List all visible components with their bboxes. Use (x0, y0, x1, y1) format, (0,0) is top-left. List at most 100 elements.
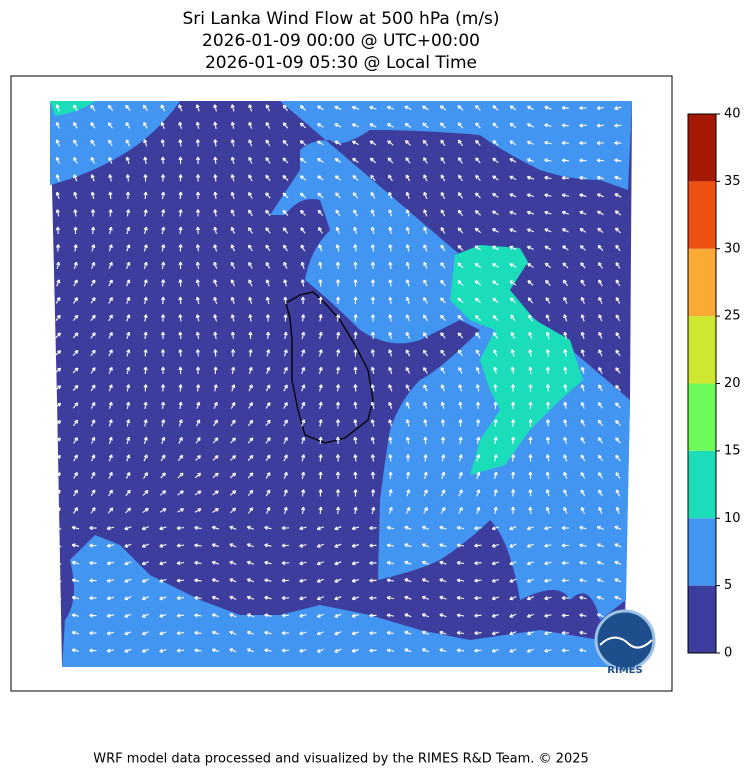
wind-arrow (388, 296, 393, 305)
wind-arrow (246, 525, 254, 530)
wind-arrow (614, 140, 622, 146)
wind-arrow (73, 261, 78, 269)
wind-arrow (370, 349, 375, 357)
wind-arrow (388, 436, 393, 445)
wind-arrow (511, 436, 516, 445)
wind-arrow (264, 543, 272, 548)
title-line: 2026-01-09 05:30 @ Local Time (205, 53, 477, 73)
wind-arrow (161, 261, 166, 270)
wind-arrow (143, 191, 148, 200)
wind-arrow (475, 139, 481, 147)
wind-arrow (579, 193, 587, 198)
wind-arrow (248, 104, 253, 112)
wind-arrow (440, 227, 446, 234)
wind-arrow (596, 613, 604, 618)
wind-arrow (265, 296, 270, 305)
wind-arrow (545, 436, 550, 445)
wind-arrow (211, 595, 219, 600)
wind-arrow (597, 419, 604, 427)
wind-arrow (598, 506, 603, 514)
wind-arrow (196, 384, 201, 392)
wind-arrow (108, 332, 113, 339)
wind-arrow (404, 578, 412, 583)
wind-arrow (90, 507, 96, 514)
wind-arrow (283, 401, 288, 409)
wind-arrow (335, 261, 340, 270)
wind-arrow (108, 174, 113, 182)
wind-arrow (388, 506, 393, 514)
wind-arrow (178, 174, 183, 182)
wind-arrow (264, 595, 272, 600)
wind-arrow (353, 506, 358, 515)
wind-arrow (195, 174, 201, 182)
wind-arrow (211, 560, 219, 565)
wind-arrow (335, 489, 341, 497)
wind-arrow (195, 191, 201, 200)
wind-arrow (526, 245, 534, 251)
wind-arrow (440, 419, 445, 427)
wind-arrow (579, 123, 587, 128)
wind-arrow (457, 192, 463, 199)
wind-arrow (423, 401, 428, 409)
wind-arrow (474, 648, 482, 653)
wind-arrow (230, 244, 236, 252)
wind-arrow (351, 596, 360, 601)
wind-arrow (73, 507, 79, 514)
wind-arrow (510, 331, 516, 339)
wind-arrow (476, 454, 481, 462)
wind-arrow (265, 384, 271, 392)
wind-arrow (213, 244, 218, 252)
wind-arrow (230, 174, 235, 182)
wind-arrow (108, 314, 113, 322)
wind-arrow (493, 332, 498, 339)
wind-arrow (596, 123, 605, 128)
wind-arrow (335, 226, 340, 234)
wind-arrow (73, 454, 78, 462)
footer: WRF model data processed and visualized … (93, 752, 589, 767)
wind-arrow (544, 613, 552, 618)
wind-arrow (299, 140, 307, 146)
wind-arrow (283, 279, 288, 287)
wind-arrow (142, 489, 149, 496)
wind-arrow (143, 244, 148, 252)
wind-arrow (545, 366, 550, 375)
wind-arrow (421, 613, 429, 618)
wind-arrow (195, 366, 201, 375)
wind-arrow (176, 648, 185, 653)
wind-arrow (73, 191, 78, 200)
wind-arrow (509, 561, 517, 566)
wind-arrow (142, 104, 149, 112)
wind-arrow (231, 384, 236, 392)
wind-arrow (159, 578, 167, 583)
wind-arrow (230, 437, 236, 444)
wind-arrow (441, 454, 446, 462)
wind-arrow (126, 384, 131, 392)
wind-arrow (318, 296, 323, 305)
wind-arrow (282, 227, 289, 234)
wind-arrow (283, 296, 288, 305)
wind-arrow (56, 279, 61, 287)
wind-arrow (161, 401, 166, 410)
wind-arrow (316, 648, 324, 653)
wind-arrow (561, 648, 570, 653)
wind-arrow (247, 507, 254, 514)
wind-arrow (90, 401, 96, 409)
wind-arrow (213, 156, 218, 165)
wind-arrow (370, 419, 375, 427)
wind-arrow (544, 526, 552, 531)
wind-arrow (213, 419, 218, 427)
wind-arrow (248, 331, 253, 340)
wind-arrow (194, 508, 202, 513)
wind-arrow (106, 631, 115, 636)
wind-arrow (457, 244, 464, 251)
wind-arrow (300, 279, 305, 287)
wind-arrow (124, 543, 132, 548)
wind-arrow (509, 526, 517, 531)
wind-arrow (615, 402, 621, 409)
wind-arrow (264, 578, 272, 583)
wind-arrow (563, 454, 568, 462)
wind-arrow (90, 139, 96, 147)
wind-arrow (160, 174, 166, 182)
wind-arrow (439, 543, 447, 548)
wind-arrow (544, 578, 552, 583)
